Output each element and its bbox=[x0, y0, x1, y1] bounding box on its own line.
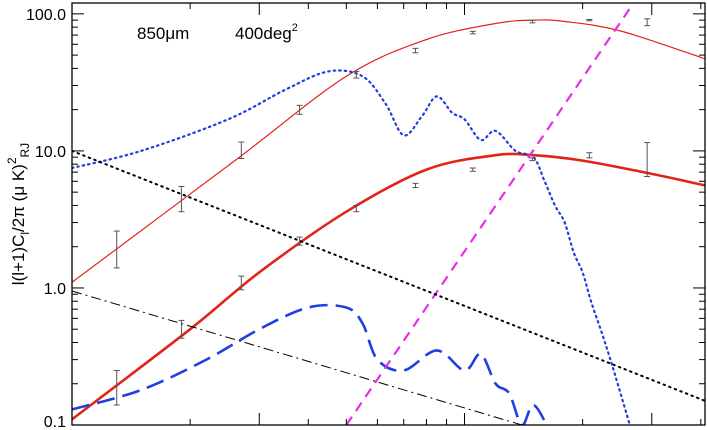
y-tick-label: 1.0 bbox=[44, 281, 66, 298]
plot-frame bbox=[71, 2, 706, 426]
errorbar-layer bbox=[113, 18, 651, 406]
errorbar-thin-red-5 bbox=[412, 47, 419, 54]
errorbar-thick-red-19 bbox=[644, 142, 651, 178]
y-axis-label: l(l+1)Cl/2π (μ K)2RJ bbox=[5, 143, 32, 285]
errorbar-thin-red-6 bbox=[469, 30, 476, 35]
errorbar-thin-red-7 bbox=[529, 19, 536, 24]
series-layer bbox=[72, 3, 705, 425]
y-tick-label: 10.0 bbox=[35, 144, 66, 161]
errorbar-thick-red-16 bbox=[469, 167, 476, 172]
series-line-thin-red bbox=[72, 19, 705, 283]
errorbar-thick-red-12 bbox=[238, 275, 245, 291]
y-tick-label: 0.1 bbox=[44, 414, 66, 430]
series-line-dotted-blue bbox=[72, 69, 632, 425]
errorbar-thick-red-14 bbox=[353, 204, 360, 213]
errorbar-thick-red-18 bbox=[586, 152, 593, 159]
errorbar-thick-red-13 bbox=[296, 236, 303, 246]
series-line-dashdot-black bbox=[72, 290, 522, 425]
tick-layer: 0.1 1.0 10.0 100.0 bbox=[26, 3, 705, 430]
area-annotation: 400deg2 bbox=[235, 22, 298, 43]
y-tick-label: 100.0 bbox=[26, 7, 66, 24]
errorbar-thin-red-3 bbox=[296, 104, 303, 115]
errorbar-thin-red-8 bbox=[586, 18, 593, 22]
wavelength-annotation: 850μm bbox=[137, 24, 189, 43]
errorbar-thick-red-17 bbox=[529, 157, 536, 162]
errorbar-thin-red-4 bbox=[353, 70, 360, 79]
errorbar-thick-red-15 bbox=[412, 182, 419, 189]
errorbar-thick-red-11 bbox=[178, 319, 185, 339]
series-line-thick-red bbox=[72, 152, 705, 421]
series-line-dashed-blue bbox=[72, 303, 549, 425]
errorbar-thin-red-9 bbox=[644, 18, 651, 27]
series-line-dotted-black bbox=[72, 149, 705, 402]
errorbar-thick-red-10 bbox=[113, 369, 120, 406]
errorbar-thin-red-0 bbox=[113, 230, 120, 269]
errorbar-thin-red-2 bbox=[238, 141, 245, 160]
errorbar-thin-red-1 bbox=[178, 185, 185, 213]
series-line-dashed-magenta bbox=[345, 3, 635, 425]
